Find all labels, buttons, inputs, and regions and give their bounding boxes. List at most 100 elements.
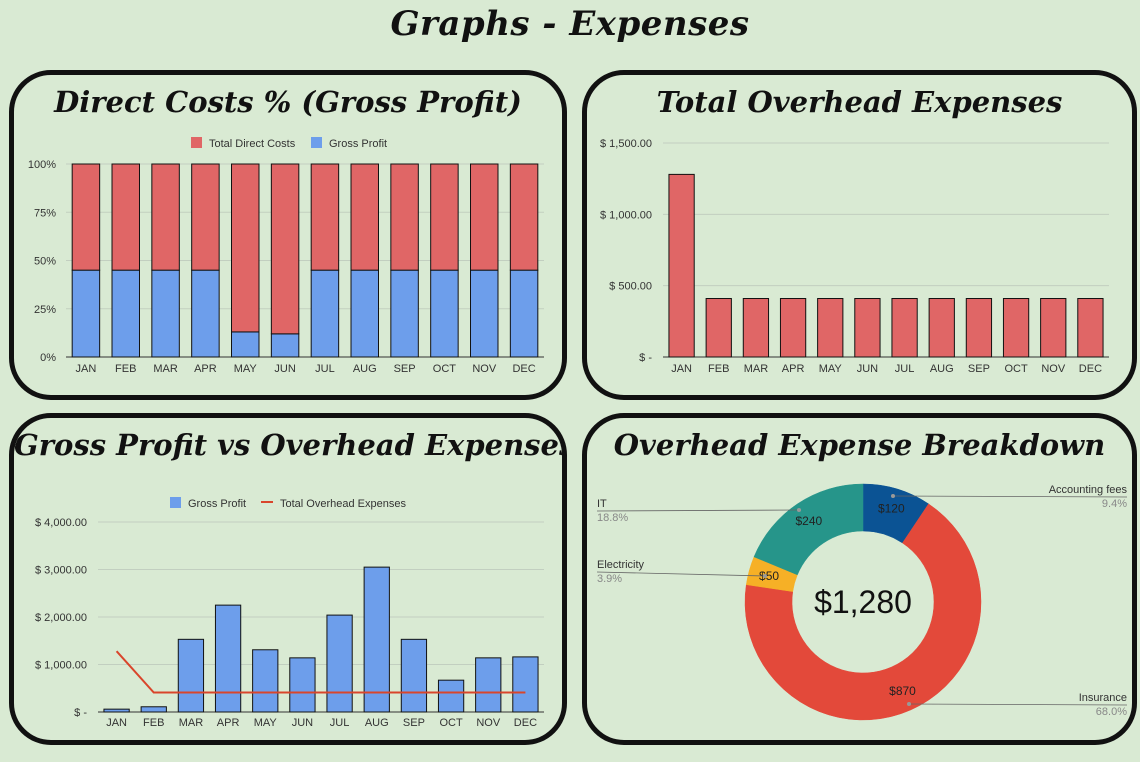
donut-slice <box>753 483 864 576</box>
x-tick-label: OCT <box>439 717 463 729</box>
callout-percent: 18.8% <box>597 512 628 524</box>
total-overhead-title: Total Overhead Expenses <box>656 85 1063 119</box>
gross-profit-bar <box>270 333 300 358</box>
gross-profit-bar <box>470 269 499 358</box>
x-tick-label: MAR <box>179 717 204 729</box>
direct-costs-bar <box>430 163 459 271</box>
x-tick-label: JUN <box>292 717 313 729</box>
gross-profit-bar <box>350 269 379 358</box>
x-tick-label: JAN <box>106 717 127 729</box>
x-tick-label: OCT <box>433 363 457 375</box>
x-tick-label: FEB <box>708 363 729 375</box>
callout-leader <box>908 703 1128 706</box>
y-tick-label: $ 4,000.00 <box>35 517 87 529</box>
x-tick-label: NOV <box>472 363 497 375</box>
x-tick-label: JUN <box>274 363 295 375</box>
gross-profit-bar <box>310 269 340 358</box>
direct-costs-bar <box>509 163 539 271</box>
gross-profit-bar <box>140 706 167 713</box>
y-tick-label: $ 1,000.00 <box>35 660 87 672</box>
overhead-breakdown-chart: $1,280 $120 $870 $50 $240 Accounting fees 9.4%… <box>596 483 1128 721</box>
callout-percent: 68.0% <box>1096 706 1127 718</box>
y-tick-label: $ 3,000.00 <box>35 565 87 577</box>
x-tick-label: DEC <box>512 363 535 375</box>
gp-vs-overhead-title: Gross Profit vs Overhead Expenses <box>14 428 567 462</box>
callout-label: IT <box>597 498 607 510</box>
gross-profit-bar <box>289 657 316 713</box>
gross-profit-bar <box>231 331 260 358</box>
legend-label-gross-profit: Gross Profit <box>188 498 246 510</box>
direct-costs-bar <box>350 163 379 271</box>
slice-value-label: $120 <box>878 502 905 516</box>
x-tick-label: JAN <box>671 363 692 375</box>
page-title: Graphs - Expenses <box>390 4 750 44</box>
donut-center-total: $1,280 <box>814 584 912 620</box>
x-tick-label: DEC <box>514 717 537 729</box>
overhead-bar <box>668 173 695 358</box>
overhead-line <box>115 650 526 694</box>
overhead-bar <box>817 298 844 358</box>
x-tick-label: AUG <box>930 363 954 375</box>
x-tick-label: SEP <box>968 363 990 375</box>
callout-percent: 3.9% <box>597 573 622 585</box>
overhead-bar <box>928 298 955 358</box>
callout-percent: 9.4% <box>1102 498 1127 510</box>
gross-profit-bar <box>475 657 502 713</box>
x-tick-label: SEP <box>394 363 416 375</box>
gross-profit-bar <box>390 269 419 358</box>
y-tick-label: $ - <box>74 707 87 719</box>
gross-profit-bar <box>103 708 130 713</box>
y-tick-label: 75% <box>34 207 56 219</box>
y-tick-label: $ 1,500.00 <box>600 138 652 150</box>
y-tick-label: 100% <box>28 159 56 171</box>
gross-profit-bar <box>437 679 465 713</box>
callout-dot <box>797 508 801 512</box>
overhead-bar <box>854 298 881 358</box>
gross-profit-bar <box>430 269 459 358</box>
x-tick-label: FEB <box>143 717 164 729</box>
overhead-breakdown-title: Overhead Expense Breakdown <box>613 428 1106 462</box>
x-tick-label: SEP <box>403 717 425 729</box>
x-tick-label: NOV <box>476 717 501 729</box>
gross-profit-bar <box>191 269 220 358</box>
x-tick-label: AUG <box>365 717 389 729</box>
overhead-bar <box>705 298 732 358</box>
legend-label-overhead: Total Overhead Expenses <box>280 498 406 510</box>
slice-value-label: $240 <box>795 514 822 528</box>
x-tick-label: MAY <box>234 363 258 375</box>
gross-profit-bar <box>151 269 180 358</box>
x-tick-label: JAN <box>76 363 97 375</box>
overhead-bar <box>742 298 770 358</box>
y-tick-label: $ - <box>639 352 652 364</box>
x-tick-label: JUL <box>895 363 915 375</box>
direct-costs-bar <box>470 163 499 271</box>
y-tick-label: 0% <box>40 352 56 364</box>
gross-profit-bar <box>177 638 205 713</box>
direct-costs-chart: 0% 25% 50% 75% 100% JAN FEB MAR APR MAY JUN JUL AUG S… <box>28 137 544 375</box>
x-tick-label: DEC <box>1079 363 1102 375</box>
legend-label-direct-costs: Total Direct Costs <box>209 138 296 150</box>
legend-swatch-gross-profit <box>170 497 181 508</box>
gp-vs-overhead-chart: $ - $ 1,000.00 $ 2,000.00 $ 3,000.00 $ 4,000… <box>35 497 544 729</box>
direct-costs-bar <box>390 163 419 271</box>
x-tick-label: JUN <box>857 363 878 375</box>
callout-dot <box>891 494 895 498</box>
total-overhead-chart: $ - $ 500.00 $ 1,000.00 $ 1,500.00 JAN FEB MAR… <box>600 138 1109 375</box>
legend-swatch-direct-costs <box>191 137 202 148</box>
gross-profit-bar <box>400 638 428 713</box>
callout-dot <box>907 702 911 706</box>
y-tick-label: $ 1,000.00 <box>600 209 652 221</box>
overhead-bar <box>1002 298 1030 358</box>
callout-leader <box>892 495 1128 498</box>
x-tick-label: APR <box>194 363 217 375</box>
gross-profit-bar <box>512 656 539 713</box>
x-tick-label: MAY <box>254 717 278 729</box>
direct-costs-panel: Direct Costs % (Gross Profit) 0% 25% 50% 75… <box>9 70 567 400</box>
callout-label: Electricity <box>597 559 645 571</box>
direct-costs-bar <box>231 163 260 333</box>
y-tick-label: $ 500.00 <box>609 281 652 293</box>
slice-value-label: $50 <box>759 569 779 583</box>
overhead-bar <box>891 298 918 358</box>
gross-profit-bar <box>111 269 140 358</box>
overhead-bar <box>965 298 993 358</box>
